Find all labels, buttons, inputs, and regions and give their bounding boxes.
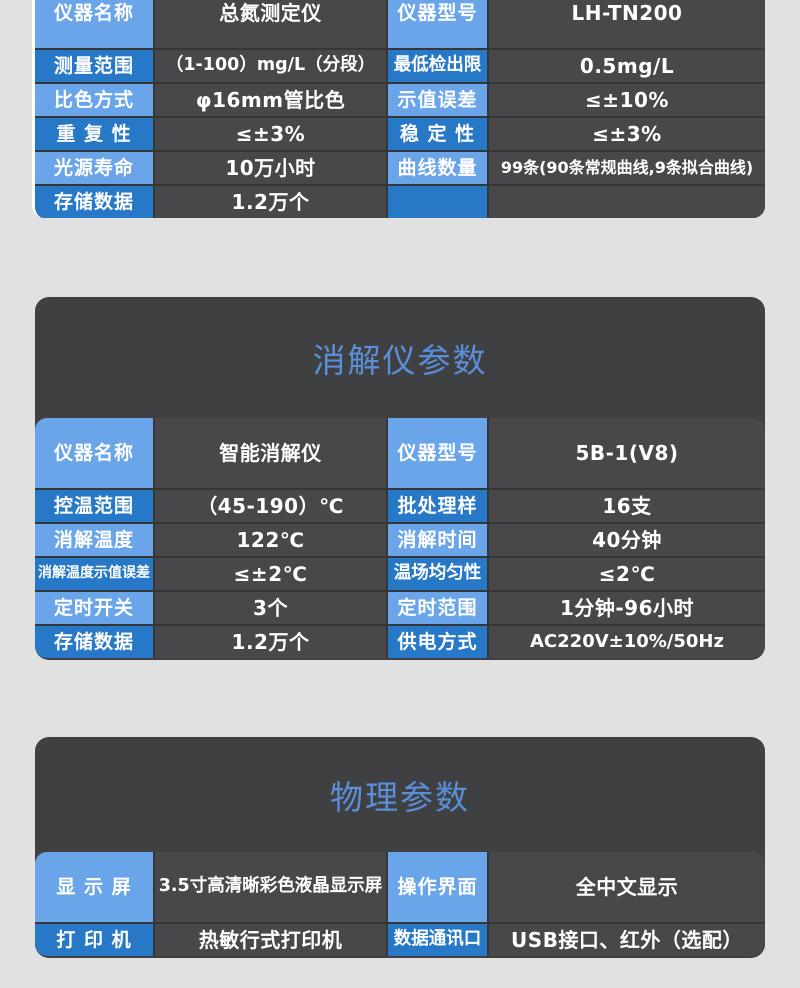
spec-label-cell: 存储数据 [35,626,153,658]
spec-label-cell: 操作界面 [388,852,487,922]
spec-value-cell: 总氮测定仪 [155,0,386,48]
spec-label-cell [388,186,487,218]
spec-label-cell: 仪器型号 [388,0,487,48]
spec-value-cell: φ16mm管比色 [155,84,386,116]
spec-label-cell: 消解温度示值误差 [35,558,153,590]
spec-value-cell: 全中文显示 [489,852,765,922]
spec-label-cell: 仪器名称 [35,0,153,48]
spec-value-cell: （1-100）mg/L（分段） [155,50,386,82]
spec-label-cell: 消解时间 [388,524,487,556]
spec-value-cell [489,186,765,218]
instrument-spec-table: 仪器名称 总氮测定仪 仪器型号 LH-TN200 测量范围 （1-100）mg/L（分段）… [32,0,765,218]
spec-value-cell: 99条(90条常规曲线,9条拟合曲线) [489,152,765,184]
spec-label-cell: 供电方式 [388,626,487,658]
spec-value-cell: 16支 [489,490,765,522]
digester-spec-table: 仪器名称 智能消解仪 仪器型号 5B-1(V8) 控温范围 （45-190）℃ 批处理样 16… [35,418,765,658]
spec-value-cell: 122℃ [155,524,386,556]
spec-value-cell: 1.2万个 [155,626,386,658]
spec-value-cell: 智能消解仪 [155,418,386,488]
spec-label-cell: 最低检出限 [388,50,487,82]
spec-value-cell: ≤±10% [489,84,765,116]
spec-label-cell: 数据通讯口 [388,924,487,956]
spec-label-cell: 控温范围 [35,490,153,522]
spec-value-cell: ≤±3% [155,118,386,150]
spec-label-cell: 仪器名称 [35,418,153,488]
spec-value-cell: 3个 [155,592,386,624]
spec-label-cell: 比色方式 [35,84,153,116]
physical-spec-table: 显 示 屏 3.5寸高清晰彩色液晶显示屏 操作界面 全中文显示打 印 机热敏行式打印机… [35,852,765,956]
spec-value-cell: 1.2万个 [155,186,386,218]
spec-label-cell: 存储数据 [35,186,153,218]
spec-label-cell: 消解温度 [35,524,153,556]
spec-value-cell: AC220V±10%/50Hz [489,626,765,658]
spec-label-cell: 测量范围 [35,50,153,82]
digester-section-header: 消解仪参数 [35,297,765,418]
spec-label-cell: 显 示 屏 [35,852,153,922]
spec-value-cell: 10万小时 [155,152,386,184]
digester-section-title: 消解仪参数 [312,340,488,380]
spec-label-cell: 曲线数量 [388,152,487,184]
spec-label-cell: 重 复 性 [35,118,153,150]
spec-value-cell: 1分钟-96小时 [489,592,765,624]
spec-value-cell: 5B-1(V8) [489,418,765,488]
spec-value-cell: LH-TN200 [489,0,765,48]
spec-label-cell: 批处理样 [388,490,487,522]
spec-label-cell: 定时开关 [35,592,153,624]
physical-section-title: 物理参数 [330,777,470,817]
spec-value-cell: 热敏行式打印机 [155,924,386,956]
spec-label-cell: 光源寿命 [35,152,153,184]
spec-label-cell: 示值误差 [388,84,487,116]
spec-value-cell: ≤2℃ [489,558,765,590]
spec-label-cell: 温场均匀性 [388,558,487,590]
spec-label-cell: 稳 定 性 [388,118,487,150]
spec-value-cell: ≤±2℃ [155,558,386,590]
spec-value-cell: ≤±3% [489,118,765,150]
spec-label-cell: 打 印 机 [35,924,153,956]
spec-value-cell: 3.5寸高清晰彩色液晶显示屏 [155,852,386,922]
spec-value-cell: （45-190）℃ [155,490,386,522]
spec-value-cell: 40分钟 [489,524,765,556]
physical-section-header: 物理参数 [35,737,765,852]
digester-section: 消解仪参数 仪器名称 智能消解仪 仪器型号 5B-1(V8) 控温范围 （45-190）℃… [35,297,765,660]
spec-label-cell: 定时范围 [388,592,487,624]
spec-value-cell: 0.5mg/L [489,50,765,82]
spec-label-cell: 仪器型号 [388,418,487,488]
spec-value-cell: USB接口、红外（选配） [489,924,765,956]
physical-section: 物理参数 显 示 屏 3.5寸高清晰彩色液晶显示屏 操作界面 全中文显示打 印 机热敏… [35,737,765,958]
